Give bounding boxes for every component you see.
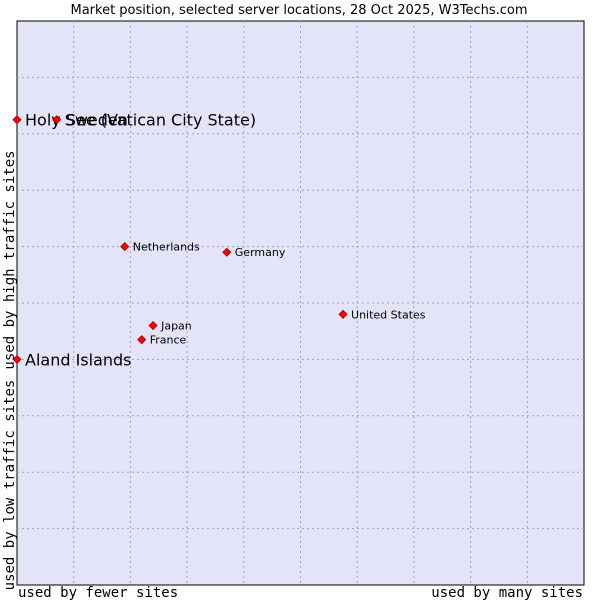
data-point-label: Sweden [65, 111, 128, 130]
data-point-marker [120, 242, 130, 252]
data-point-label: Netherlands [133, 241, 200, 254]
chart-title: Market position, selected server locatio… [70, 3, 527, 18]
data-point-label: Japan [160, 320, 192, 333]
data-point-marker [137, 335, 147, 345]
data-point-marker [12, 354, 22, 364]
x-axis-label-right: used by many sites [431, 585, 583, 600]
grid-lines [17, 21, 584, 585]
x-axis-label-left: used by fewer sites [18, 585, 178, 600]
data-point-label: Holy See (Vatican City State) [25, 111, 256, 130]
data-point-label: France [150, 334, 187, 347]
data-point-marker [52, 115, 62, 125]
data-point-marker [222, 247, 232, 257]
y-axis-label-top: used by high traffic sites [2, 150, 18, 369]
data-point-marker [338, 309, 348, 319]
data-point-label: Germany [235, 246, 286, 259]
data-point-marker [148, 320, 158, 331]
data-point-label: Aland Islands [25, 350, 132, 369]
data-points: Holy See (Vatican City State)Sweden Nethe… [12, 111, 426, 369]
data-point-label: United States [351, 308, 426, 321]
data-point-marker [12, 115, 22, 125]
y-axis-label-bottom: used by low traffic sites [2, 380, 18, 591]
